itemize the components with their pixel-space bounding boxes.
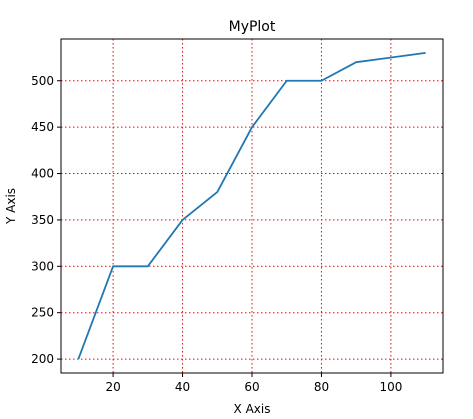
x-tick-label: 100 xyxy=(379,380,402,394)
y-tick-label: 450 xyxy=(31,120,54,134)
series-layer xyxy=(77,52,426,360)
x-tick-label: 80 xyxy=(314,380,329,394)
series-line xyxy=(77,52,426,360)
x-tick-label: 60 xyxy=(244,380,259,394)
x-axis: 20 40 60 80 100 xyxy=(105,373,402,394)
chart-title: MyPlot xyxy=(229,19,276,35)
y-axis-label: Y Axis xyxy=(4,188,18,225)
y-tick-label: 250 xyxy=(31,306,54,320)
x-axis-label: X Axis xyxy=(234,402,271,416)
y-axis: 200 250 300 350 400 450 500 xyxy=(31,74,61,366)
y-tick-label: 500 xyxy=(31,74,54,88)
plot-background xyxy=(61,39,443,373)
y-tick-label: 300 xyxy=(31,259,54,273)
x-tick-label: 20 xyxy=(105,380,120,394)
x-tick-label: 40 xyxy=(175,380,190,394)
y-tick-label: 350 xyxy=(31,213,54,227)
y-tick-label: 400 xyxy=(31,167,54,181)
y-tick-label: 200 xyxy=(31,352,54,366)
